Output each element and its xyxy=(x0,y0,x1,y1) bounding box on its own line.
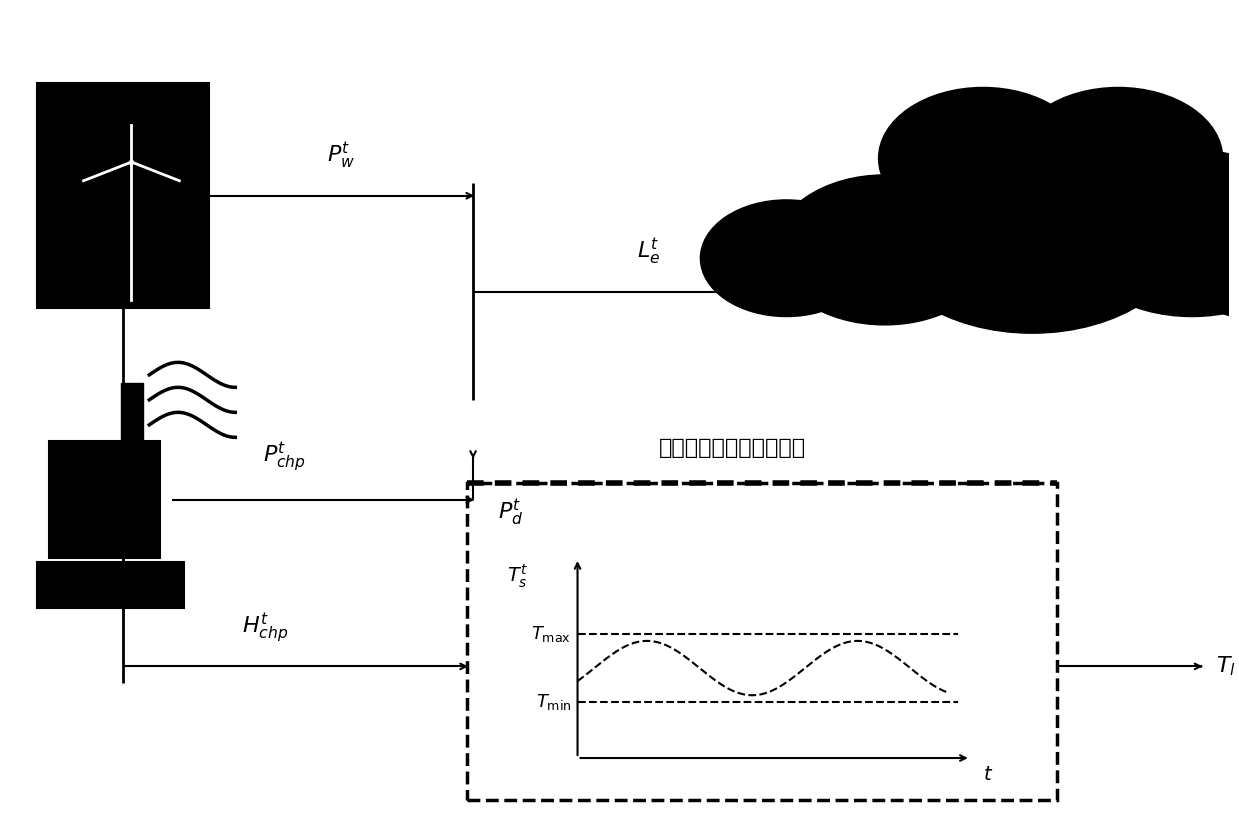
Circle shape xyxy=(774,175,995,325)
Bar xyxy=(467,483,1057,800)
Text: $T_{\mathrm{min}}$: $T_{\mathrm{min}}$ xyxy=(535,692,571,712)
Bar xyxy=(121,383,144,441)
Circle shape xyxy=(1173,196,1239,321)
Text: 广义储能系统状态量变化: 广义储能系统状态量变化 xyxy=(659,438,805,458)
Circle shape xyxy=(872,117,1192,333)
Text: $H_{chp}^{t}$: $H_{chp}^{t}$ xyxy=(243,611,289,646)
Bar xyxy=(50,441,160,558)
Circle shape xyxy=(878,87,1088,229)
Bar xyxy=(37,562,185,608)
Text: $P_{d}^{t}$: $P_{d}^{t}$ xyxy=(498,496,523,528)
Text: $L_{e}^{t}$: $L_{e}^{t}$ xyxy=(637,236,660,267)
Text: $P_{w}^{t}$: $P_{w}^{t}$ xyxy=(327,140,356,171)
Circle shape xyxy=(700,200,872,317)
Text: $T_{s}^{t}$: $T_{s}^{t}$ xyxy=(508,562,528,590)
Text: $T_{l}$: $T_{l}$ xyxy=(1217,655,1237,678)
Bar xyxy=(37,83,209,308)
Circle shape xyxy=(1014,87,1223,229)
Text: $P_{chp}^{t}$: $P_{chp}^{t}$ xyxy=(263,441,306,475)
Text: $t$: $t$ xyxy=(983,766,994,785)
Circle shape xyxy=(1069,150,1239,317)
Text: $T_{\mathrm{max}}$: $T_{\mathrm{max}}$ xyxy=(532,624,571,644)
